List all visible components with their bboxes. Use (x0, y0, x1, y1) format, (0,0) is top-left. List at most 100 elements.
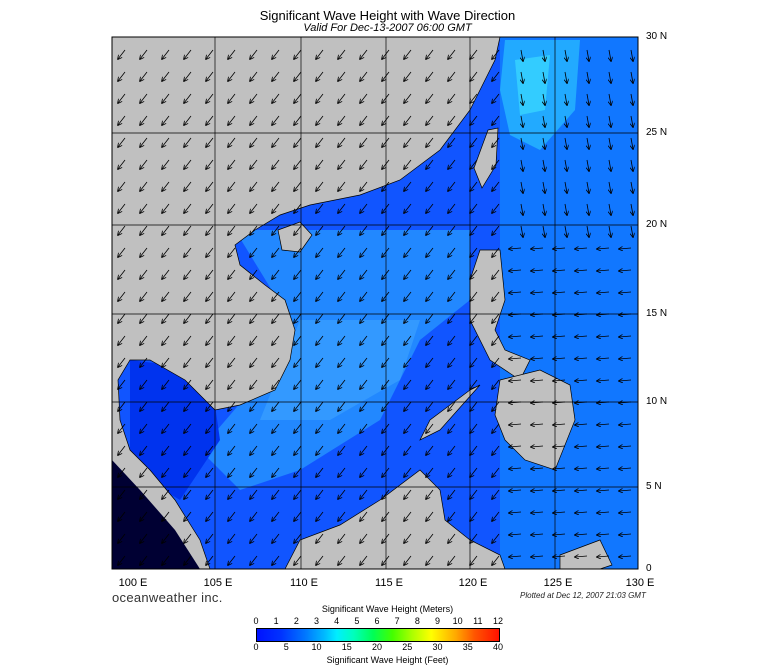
wave-arrow (360, 291, 368, 301)
wave-arrow (184, 489, 192, 499)
wave-arrow (492, 291, 500, 301)
wave-arrow (228, 269, 236, 279)
wave-arrow (404, 555, 412, 565)
wave-arrow (140, 137, 148, 147)
wave-arrow (184, 555, 192, 565)
wave-arrow (140, 291, 148, 301)
wave-arrow (575, 336, 588, 337)
wave-arrow (184, 335, 192, 345)
wave-arrow (470, 313, 478, 323)
colorbar (256, 628, 500, 642)
wave-arrow (565, 93, 567, 105)
wave-arrow (426, 335, 434, 345)
wave-arrow (382, 445, 390, 455)
wave-arrow (553, 468, 566, 469)
wave-arrow (492, 511, 500, 521)
wave-arrow (404, 379, 412, 389)
colorbar-title-feet: Significant Wave Height (Feet) (326, 655, 449, 665)
wave-arrow (228, 555, 236, 565)
map-subtitle: Valid For Dec-13-2007 06:00 GMT (303, 22, 472, 34)
wave-arrow (316, 467, 324, 477)
wave-arrow (294, 489, 302, 499)
wave-arrow (272, 379, 280, 389)
wave-arrow (609, 137, 611, 149)
wave-arrow (619, 446, 632, 447)
wave-arrow (338, 269, 346, 279)
wave-arrow (140, 313, 148, 323)
lat-label: 5 N (646, 481, 662, 492)
wave-arrow (338, 489, 346, 499)
wave-arrow (404, 71, 412, 81)
wave-arrow (118, 181, 126, 191)
wave-arrow (448, 555, 456, 565)
wave-arrow (162, 555, 170, 565)
wave-arrow (565, 225, 567, 237)
wave-arrow (426, 313, 434, 323)
wave-arrow (272, 269, 280, 279)
wave-arrow (426, 379, 434, 389)
wave-arrow (140, 511, 148, 521)
wave-arrow (619, 336, 632, 337)
wave-arrow (118, 357, 126, 367)
wave-arrow (382, 467, 390, 477)
colorbar-feet-tick: 20 (371, 642, 382, 652)
wave-arrow (470, 247, 478, 257)
lon-label: 110 E (290, 577, 318, 589)
wave-arrow (338, 423, 346, 433)
lon-label: 125 E (543, 577, 573, 589)
wave-arrow (587, 49, 589, 61)
wave-arrow (609, 159, 611, 171)
wave-arrow (565, 71, 567, 83)
wave-arrow (543, 115, 545, 127)
wave-arrow (250, 313, 258, 323)
colorbar-feet-tick: 10 (311, 642, 322, 652)
lat-label: 25 N (646, 127, 668, 138)
wave-arrow (250, 49, 258, 59)
wave-arrow (250, 401, 258, 411)
wave-arrow (575, 512, 588, 513)
wave-arrow (543, 71, 545, 83)
wave-arrow (575, 380, 588, 381)
lon-label: 120 E (458, 577, 488, 589)
wave-arrow (509, 248, 522, 249)
wave-arrow (619, 314, 632, 315)
wave-arrow (531, 512, 544, 513)
wave-arrow (206, 533, 214, 543)
wave-arrow (118, 335, 126, 345)
wave-arrow (470, 445, 478, 455)
wave-arrow (316, 291, 324, 301)
wave-arrow (492, 203, 500, 213)
wave-arrow (509, 358, 522, 359)
wave-arrow (294, 379, 302, 389)
wave-arrow (565, 181, 567, 193)
wave-arrow (360, 401, 368, 411)
wave-arrow (272, 291, 280, 301)
wave-arrow (118, 445, 126, 455)
colorbar-feet-tick: 35 (462, 642, 473, 652)
wave-arrow (543, 225, 545, 237)
wave-arrow (470, 49, 478, 59)
colorbar-meters-tick: 12 (492, 616, 503, 626)
wave-arrow (316, 445, 324, 455)
wave-arrow (609, 225, 611, 237)
wave-arrow (619, 292, 632, 293)
wave-arrow (206, 159, 214, 169)
wave-arrow (294, 137, 302, 147)
wave-arrow (206, 511, 214, 521)
wave-arrow (316, 247, 324, 257)
wave-arrow (338, 225, 346, 235)
wave-arrow (294, 71, 302, 81)
wave-arrow (619, 424, 632, 425)
wave-arrow (565, 115, 567, 127)
wave-arrow (553, 512, 566, 513)
wave-arrow (426, 511, 434, 521)
colorbar-feet-tick: 30 (432, 642, 443, 652)
wave-arrow (631, 225, 633, 237)
wave-arrow (272, 93, 280, 103)
wave-arrow (531, 380, 544, 381)
wave-arrow (575, 556, 588, 557)
wave-arrow (206, 225, 214, 235)
wave-arrow (206, 423, 214, 433)
wave-arrow (184, 379, 192, 389)
land-palawan (419, 384, 481, 441)
